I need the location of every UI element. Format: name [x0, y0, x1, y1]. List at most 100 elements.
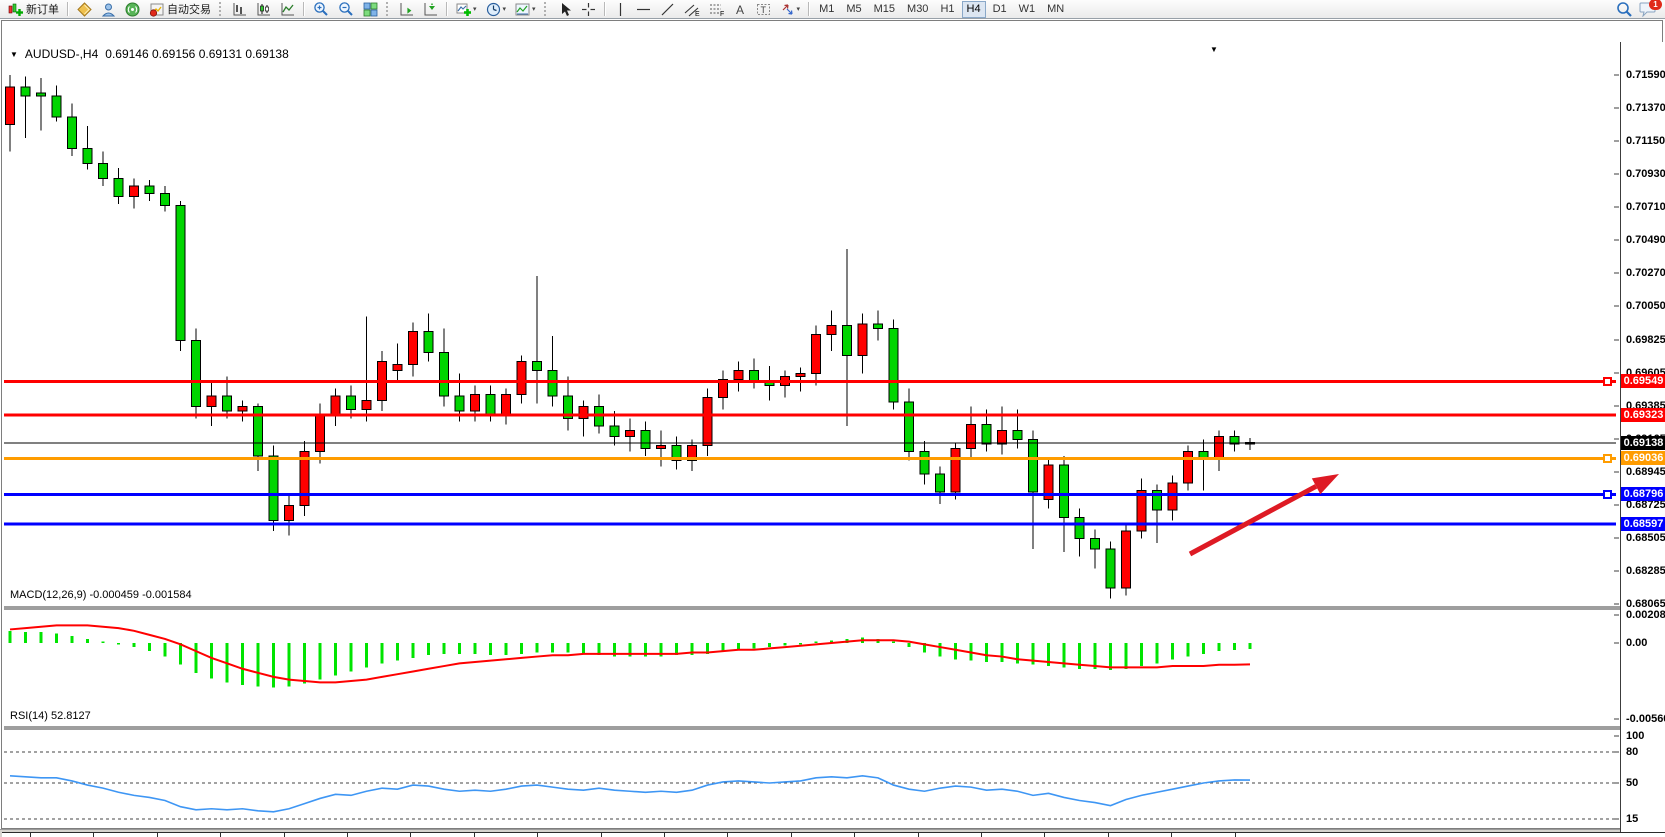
timeframe-w1[interactable]: W1 — [1018, 2, 1036, 15]
time-tick — [347, 833, 348, 837]
line-anchor-marker[interactable] — [1603, 376, 1612, 386]
search-icon[interactable] — [1616, 1, 1633, 18]
label-button[interactable]: T — [752, 0, 775, 19]
chart-candles-button[interactable] — [252, 0, 275, 19]
line-anchor-marker[interactable] — [1603, 453, 1612, 463]
price-axis-label: 0.68285 — [1626, 564, 1665, 577]
macd-histogram-bar — [613, 643, 616, 657]
candle-up — [129, 185, 139, 198]
line-anchor-marker[interactable] — [1603, 489, 1612, 499]
macd-histogram-bar — [411, 643, 415, 658]
macd-histogram-bar — [628, 643, 632, 657]
macd-histogram-bar — [117, 643, 120, 645]
candle-up — [1043, 464, 1054, 501]
macd-histogram-bar — [644, 643, 647, 657]
price-axis[interactable]: 0.71590 0.71370 0.71150 0.70930 0.70710 0.704… — [1620, 42, 1665, 832]
zoom-in-button[interactable] — [309, 0, 333, 19]
chart-bars-icon — [233, 2, 246, 15]
time-axis[interactable]: 1 Feb 20232 Feb 12:003 Feb 04:005 Feb 23… — [2, 832, 1665, 837]
price-axis-label: 0.69825 — [1626, 333, 1665, 346]
zoom-out-icon — [339, 2, 353, 16]
candle-down — [160, 193, 170, 207]
candle-up — [470, 394, 480, 412]
price-level-badge: 0.69549 — [1621, 374, 1665, 389]
current-price-badge: 0.69138 — [1621, 435, 1665, 450]
candle-down — [346, 395, 356, 411]
macd-histogram-bar — [1000, 643, 1004, 662]
auto-scroll-button[interactable] — [395, 0, 418, 19]
macd-histogram-bar — [55, 633, 58, 643]
macd-histogram-bar — [799, 643, 802, 645]
macd-histogram-bar — [504, 643, 508, 656]
one-click-arrow[interactable]: ▼ — [1210, 45, 1218, 54]
chart-bars-button[interactable] — [228, 0, 251, 19]
text-button[interactable]: A — [730, 0, 751, 19]
candle-up — [5, 86, 15, 126]
macd-histogram-bar — [597, 643, 601, 656]
timeframe-m30[interactable]: M30 — [907, 2, 929, 15]
hline-icon — [636, 8, 650, 10]
chart-dropdown-arrow[interactable]: ▼ — [10, 49, 18, 59]
macd-histogram-bar — [985, 643, 988, 662]
macd-histogram-bar — [473, 643, 477, 654]
indicators-button[interactable]: ▾ — [452, 0, 481, 19]
chart-line-button[interactable] — [276, 0, 299, 19]
autotrading-button[interactable]: 自动交易 — [145, 0, 215, 19]
timeframe-d1[interactable]: D1 — [992, 2, 1007, 15]
macd-histogram-bar — [458, 643, 461, 654]
candle-up — [1121, 530, 1131, 589]
rsi-axis-label: 15 — [1626, 813, 1639, 826]
community-icon — [101, 3, 116, 16]
candle-up — [1167, 482, 1178, 511]
candle-up — [795, 373, 806, 378]
toolbar: 新订单 — [0, 0, 1665, 19]
zoom-out-button[interactable] — [334, 0, 358, 19]
hline-button[interactable] — [632, 0, 655, 19]
price-axis-label: 0.68725 — [1626, 498, 1665, 511]
macd-histogram-bar — [690, 643, 694, 656]
macd-axis-label: 0.002082 — [1626, 608, 1665, 621]
channel-button[interactable]: E — [680, 0, 704, 19]
macd-histogram-bar — [814, 641, 818, 643]
macd-histogram-bar — [1248, 643, 1252, 650]
candle-down — [222, 395, 232, 412]
crosshair-button[interactable] — [577, 0, 600, 19]
candle-up — [330, 395, 341, 415]
price-axis-label: 0.70050 — [1626, 300, 1665, 313]
periods-button[interactable]: ▾ — [482, 0, 511, 19]
time-tick — [727, 833, 729, 837]
timeframe-m15[interactable]: M15 — [873, 2, 896, 15]
community-button[interactable] — [97, 0, 120, 19]
arrows-button[interactable]: ▾ — [776, 0, 805, 19]
vline-button[interactable] — [610, 0, 631, 19]
signals-button[interactable] — [121, 0, 144, 19]
market-button[interactable] — [73, 0, 96, 19]
toolbar-handle — [219, 2, 224, 16]
timeframe-m1[interactable]: M1 — [819, 2, 835, 15]
macd-histogram-bar — [566, 643, 570, 653]
macd-histogram-bar — [535, 643, 539, 653]
text-icon: A — [736, 3, 744, 17]
chart-plot-area[interactable] — [4, 42, 1620, 832]
time-tick — [854, 833, 856, 837]
macd-histogram-bar — [954, 643, 957, 660]
chart-shift-button[interactable] — [419, 0, 442, 19]
price-axis-label: 0.68505 — [1626, 531, 1665, 544]
timeframe-mn[interactable]: MN — [1047, 2, 1065, 15]
macd-histogram-bar — [287, 643, 291, 687]
timeframe-bar: M1 M5 M15 M30 H1 H4 D1 W1 MN — [814, 0, 1069, 18]
cursor-button[interactable] — [553, 0, 576, 19]
new-order-button[interactable]: 新订单 — [4, 0, 63, 19]
tile-windows-button[interactable] — [359, 0, 382, 19]
timeframe-h1[interactable]: H1 — [940, 2, 955, 15]
trendline-button[interactable] — [656, 0, 679, 19]
timeframe-m5[interactable]: M5 — [846, 2, 862, 15]
macd-histogram-bar — [830, 640, 833, 643]
fibonacci-button[interactable]: F — [705, 0, 729, 19]
templates-button[interactable]: ▾ — [511, 0, 540, 19]
timeframe-h4[interactable]: H4 — [961, 0, 986, 18]
trend-arrow[interactable] — [1188, 474, 1339, 557]
candlestick-series — [5, 75, 1255, 599]
macd-histogram-bar — [148, 643, 151, 652]
chat-button[interactable]: 1 — [1639, 0, 1662, 17]
